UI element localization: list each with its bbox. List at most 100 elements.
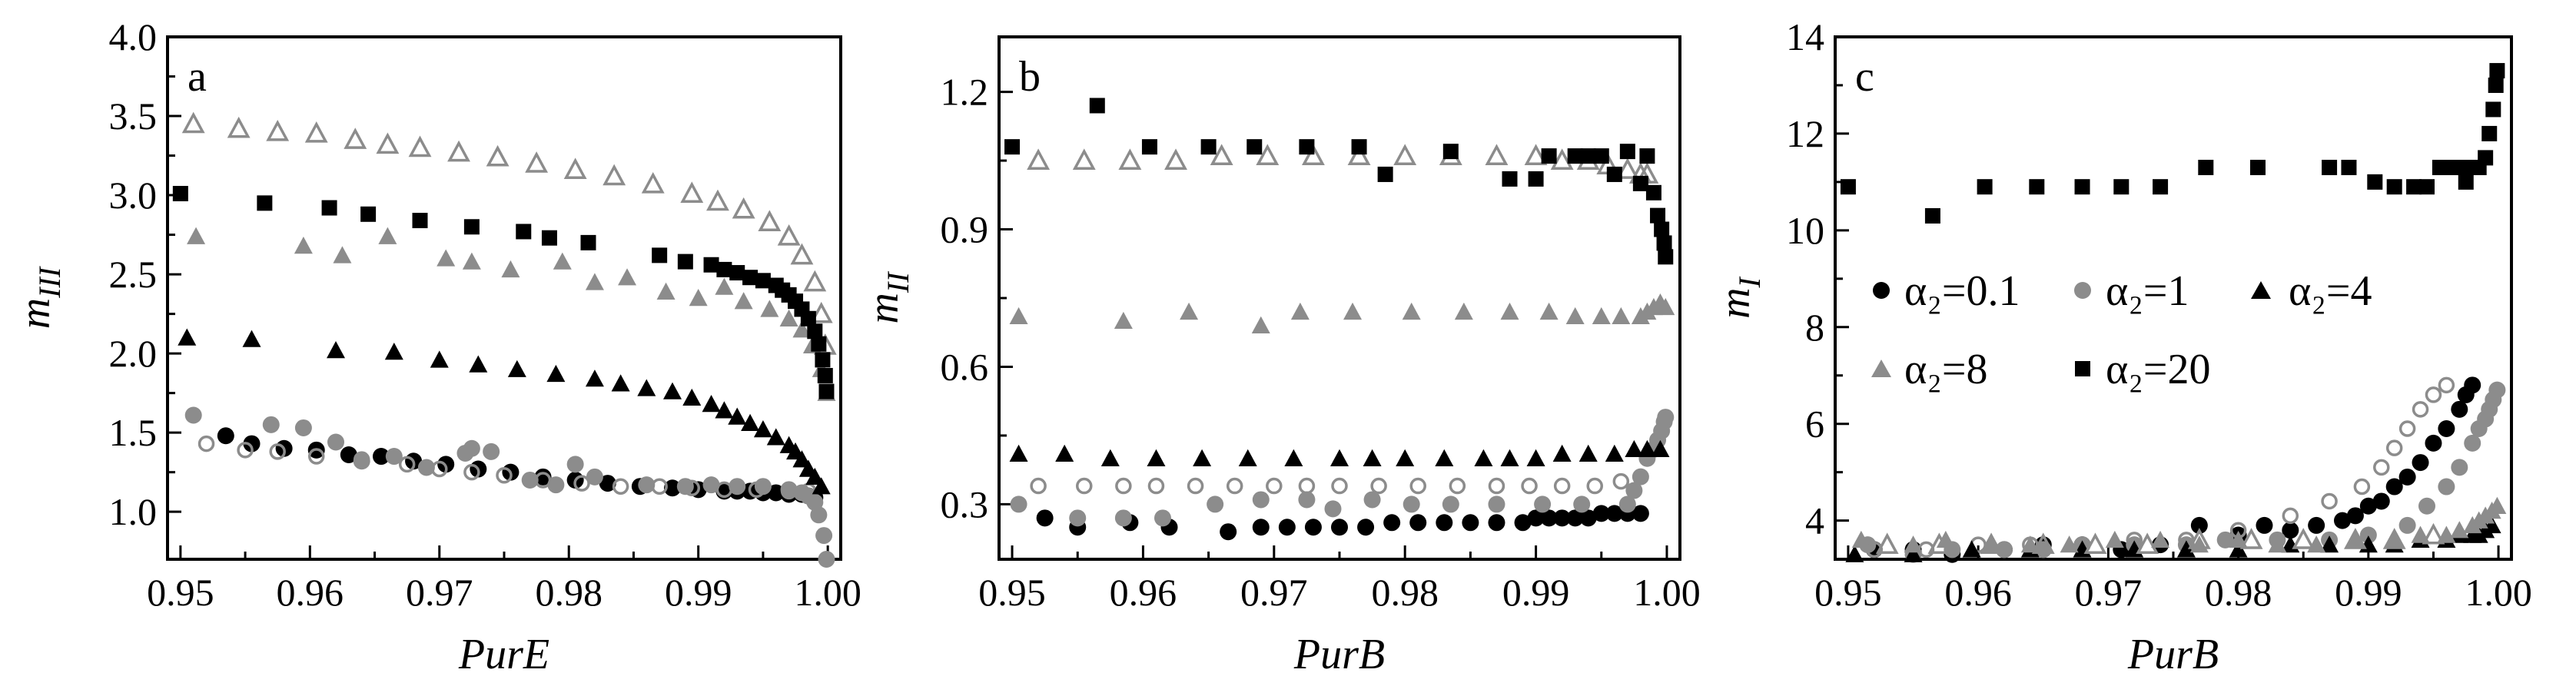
- data-point-a-s4: [187, 227, 206, 244]
- data-point-a-s6: [807, 323, 823, 340]
- data-point-b-s4: [1612, 307, 1631, 325]
- data-point-c-s2: [2353, 478, 2371, 495]
- data-point-b-s1: [1403, 495, 1420, 513]
- x-tick-label-b: 0.95: [978, 571, 1046, 614]
- data-point-b-s1: [1207, 495, 1224, 513]
- data-point-a-s5: [181, 111, 205, 134]
- data-point-c-s4: [1936, 530, 1955, 549]
- legend-marker-alpha-8: [1871, 360, 1891, 377]
- y-axis-label-a: mIII: [12, 266, 67, 329]
- data-point-b-s2: [1612, 472, 1630, 490]
- data-point-c-s4: [1982, 535, 2001, 553]
- data-point-a-s0: [599, 475, 616, 492]
- y-tick-label-c: 4: [1805, 499, 1824, 542]
- data-point-a-s4: [656, 282, 676, 300]
- data-point-a-s1: [815, 527, 833, 545]
- data-point-c-s4: [1851, 530, 1871, 549]
- data-point-c-s2: [2412, 401, 2429, 418]
- data-point-c-s6: [2488, 77, 2504, 93]
- data-point-b-s2: [1521, 477, 1538, 495]
- data-point-a-s1: [547, 476, 565, 494]
- data-point-a-s2: [748, 481, 765, 499]
- data-point-b-s5: [1072, 148, 1096, 171]
- data-point-c-s5: [1875, 532, 1899, 555]
- ticks-c: 0.95 0.96 0.97 0.98 0.99 1.00 4 6 8 10 12 14: [1786, 15, 2532, 614]
- y-axis-label-main-c: m: [1711, 287, 1759, 318]
- data-point-b-s2: [1187, 477, 1204, 495]
- data-point-a-s6: [755, 273, 771, 289]
- points-a: [172, 111, 837, 568]
- data-point-b-s6: [1567, 148, 1583, 164]
- data-point-c-s2: [2282, 507, 2299, 525]
- legend-marker-alpha-1: [2074, 282, 2091, 299]
- data-point-a-s5: [408, 135, 432, 157]
- data-point-a-s1: [586, 468, 603, 486]
- data-point-a-s6: [703, 257, 719, 273]
- data-point-b-s4: [1539, 302, 1559, 320]
- data-point-a-s6: [815, 352, 831, 368]
- data-point-b-s3: [1552, 444, 1572, 462]
- data-point-c-s0: [2346, 507, 2364, 525]
- data-point-a-s3: [178, 328, 197, 346]
- data-point-c-s6: [2386, 179, 2402, 195]
- data-point-c-s6: [2432, 160, 2448, 175]
- data-point-a-s5: [777, 224, 801, 246]
- data-point-a-s2: [573, 475, 590, 492]
- data-point-a-s5: [790, 243, 814, 265]
- data-point-c-s4: [2385, 530, 2404, 549]
- data-point-a-s2: [237, 442, 254, 459]
- svg-text:mIII: mIII: [12, 266, 67, 329]
- data-point-b-s2: [1115, 477, 1132, 495]
- data-point-a-s5: [447, 140, 470, 162]
- data-point-b-s5: [1256, 144, 1280, 166]
- data-point-b-s1: [1625, 482, 1643, 499]
- data-point-a-s4: [294, 237, 313, 254]
- data-point-c-s4: [2105, 530, 2124, 549]
- data-point-b-s2: [1409, 477, 1426, 495]
- data-point-b-s4: [1009, 307, 1028, 325]
- data-point-a-s3: [792, 450, 812, 468]
- data-point-b-s5: [1550, 148, 1574, 171]
- data-point-a-s5: [525, 151, 549, 173]
- data-point-b-s4: [1500, 302, 1519, 320]
- data-point-b-s6: [1541, 148, 1557, 164]
- data-point-a-s2: [534, 472, 552, 489]
- data-point-b-s1: [1252, 491, 1270, 509]
- data-point-c-s6: [1977, 179, 1993, 195]
- data-point-b-s5: [1524, 144, 1548, 166]
- data-point-c-s6: [2478, 150, 2494, 166]
- data-point-a-s0: [767, 484, 785, 502]
- data-point-c-s6: [2489, 63, 2505, 79]
- y-tick-label-a: 1.5: [109, 411, 158, 454]
- data-point-a-s2: [431, 460, 448, 478]
- data-point-a-s1: [184, 406, 202, 424]
- data-point-b-s0: [1036, 509, 1054, 527]
- y-tick-label-a: 3.5: [109, 94, 158, 138]
- data-point-b-s2: [1331, 477, 1348, 495]
- legend-marker-alpha-20: [2075, 361, 2090, 376]
- data-point-a-s5: [344, 128, 367, 149]
- data-point-b-s2: [1147, 477, 1165, 495]
- data-point-c-s4: [2268, 535, 2287, 553]
- ticks-a: 0.95 0.96 0.97 0.98 0.99 1.00 1.0 1.5 2.0 2.5 3.0 3…: [109, 15, 861, 614]
- data-point-a-s3: [805, 467, 825, 486]
- data-point-a-s0: [243, 435, 261, 452]
- data-point-a-s5: [227, 116, 251, 138]
- data-point-a-s6: [818, 383, 835, 399]
- data-point-c-s6: [1924, 207, 1940, 224]
- data-point-a-s3: [384, 343, 403, 360]
- x-tick-label-c: 0.95: [1814, 571, 1882, 614]
- data-point-b-s0: [1436, 514, 1453, 532]
- data-point-a-s6: [172, 186, 188, 201]
- data-point-a-s3: [546, 364, 566, 383]
- data-point-b-s2: [1488, 477, 1505, 495]
- data-point-a-s3: [611, 374, 630, 392]
- data-point-b-s3: [1009, 444, 1028, 462]
- data-point-b-s0: [1462, 514, 1479, 532]
- data-point-b-s0: [1331, 519, 1348, 536]
- x-tick-label-b: 0.96: [1110, 571, 1177, 614]
- data-point-b-s5: [1347, 144, 1371, 166]
- data-point-a-s2: [612, 478, 629, 495]
- svg-text:mI: mI: [1711, 276, 1767, 318]
- data-point-c-s1: [2451, 459, 2468, 476]
